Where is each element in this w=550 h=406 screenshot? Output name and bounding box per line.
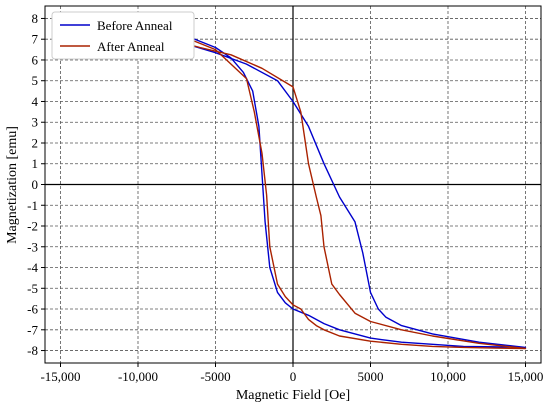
legend-box	[51, 11, 195, 60]
x-tick-label-6: 15,000	[508, 369, 544, 384]
y-tick-label-2: -6	[27, 302, 38, 317]
x-axis-title: Magnetic Field [Oe]	[236, 388, 350, 403]
x-tick-label-4: 5000	[358, 369, 384, 384]
legend: Before Anneal After Anneal	[51, 11, 195, 60]
x-tick-label-5: 10,000	[430, 369, 466, 384]
y-tick-label-11: 3	[32, 115, 39, 130]
y-tick-label-6: -2	[27, 219, 38, 234]
y-tick-label-3: -5	[27, 281, 38, 296]
series-layer	[60, 19, 527, 350]
series-line-before-anneal	[60, 20, 527, 349]
y-tick-label-7: -1	[27, 198, 38, 213]
x-tick-label-3: 0	[290, 369, 297, 384]
y-axis-ticks: -8 -7 -6 -5 -4 -3 -2 -1 0 1 2 3 4 5 6 7 8	[27, 11, 45, 358]
y-tick-label-14: 6	[32, 52, 39, 67]
zero-axis-lines	[45, 6, 541, 363]
y-tick-label-1: -7	[27, 322, 38, 337]
x-axis-ticks: -15,000 -10,000 -5000 0 5000 10,000 15,000	[40, 363, 543, 384]
y-tick-label-12: 4	[32, 94, 39, 109]
y-tick-label-0: -8	[27, 343, 38, 358]
x-tick-label-2: -5000	[200, 369, 230, 384]
y-axis-title: Magnetization [emu]	[5, 126, 20, 244]
y-tick-label-5: -3	[27, 239, 38, 254]
legend-label-before-anneal: Before Anneal	[97, 18, 173, 33]
y-tick-label-8: 0	[32, 177, 39, 192]
y-tick-label-13: 5	[32, 73, 39, 88]
y-tick-label-15: 7	[32, 32, 39, 47]
y-tick-label-9: 1	[32, 156, 39, 171]
y-tick-label-16: 8	[32, 11, 39, 26]
y-tick-label-10: 2	[32, 135, 39, 150]
x-tick-label-1: -10,000	[118, 369, 158, 384]
legend-label-after-anneal: After Anneal	[97, 39, 165, 54]
x-tick-label-0: -15,000	[40, 369, 80, 384]
series-line-after-anneal	[60, 19, 527, 350]
y-tick-label-4: -4	[27, 260, 38, 275]
